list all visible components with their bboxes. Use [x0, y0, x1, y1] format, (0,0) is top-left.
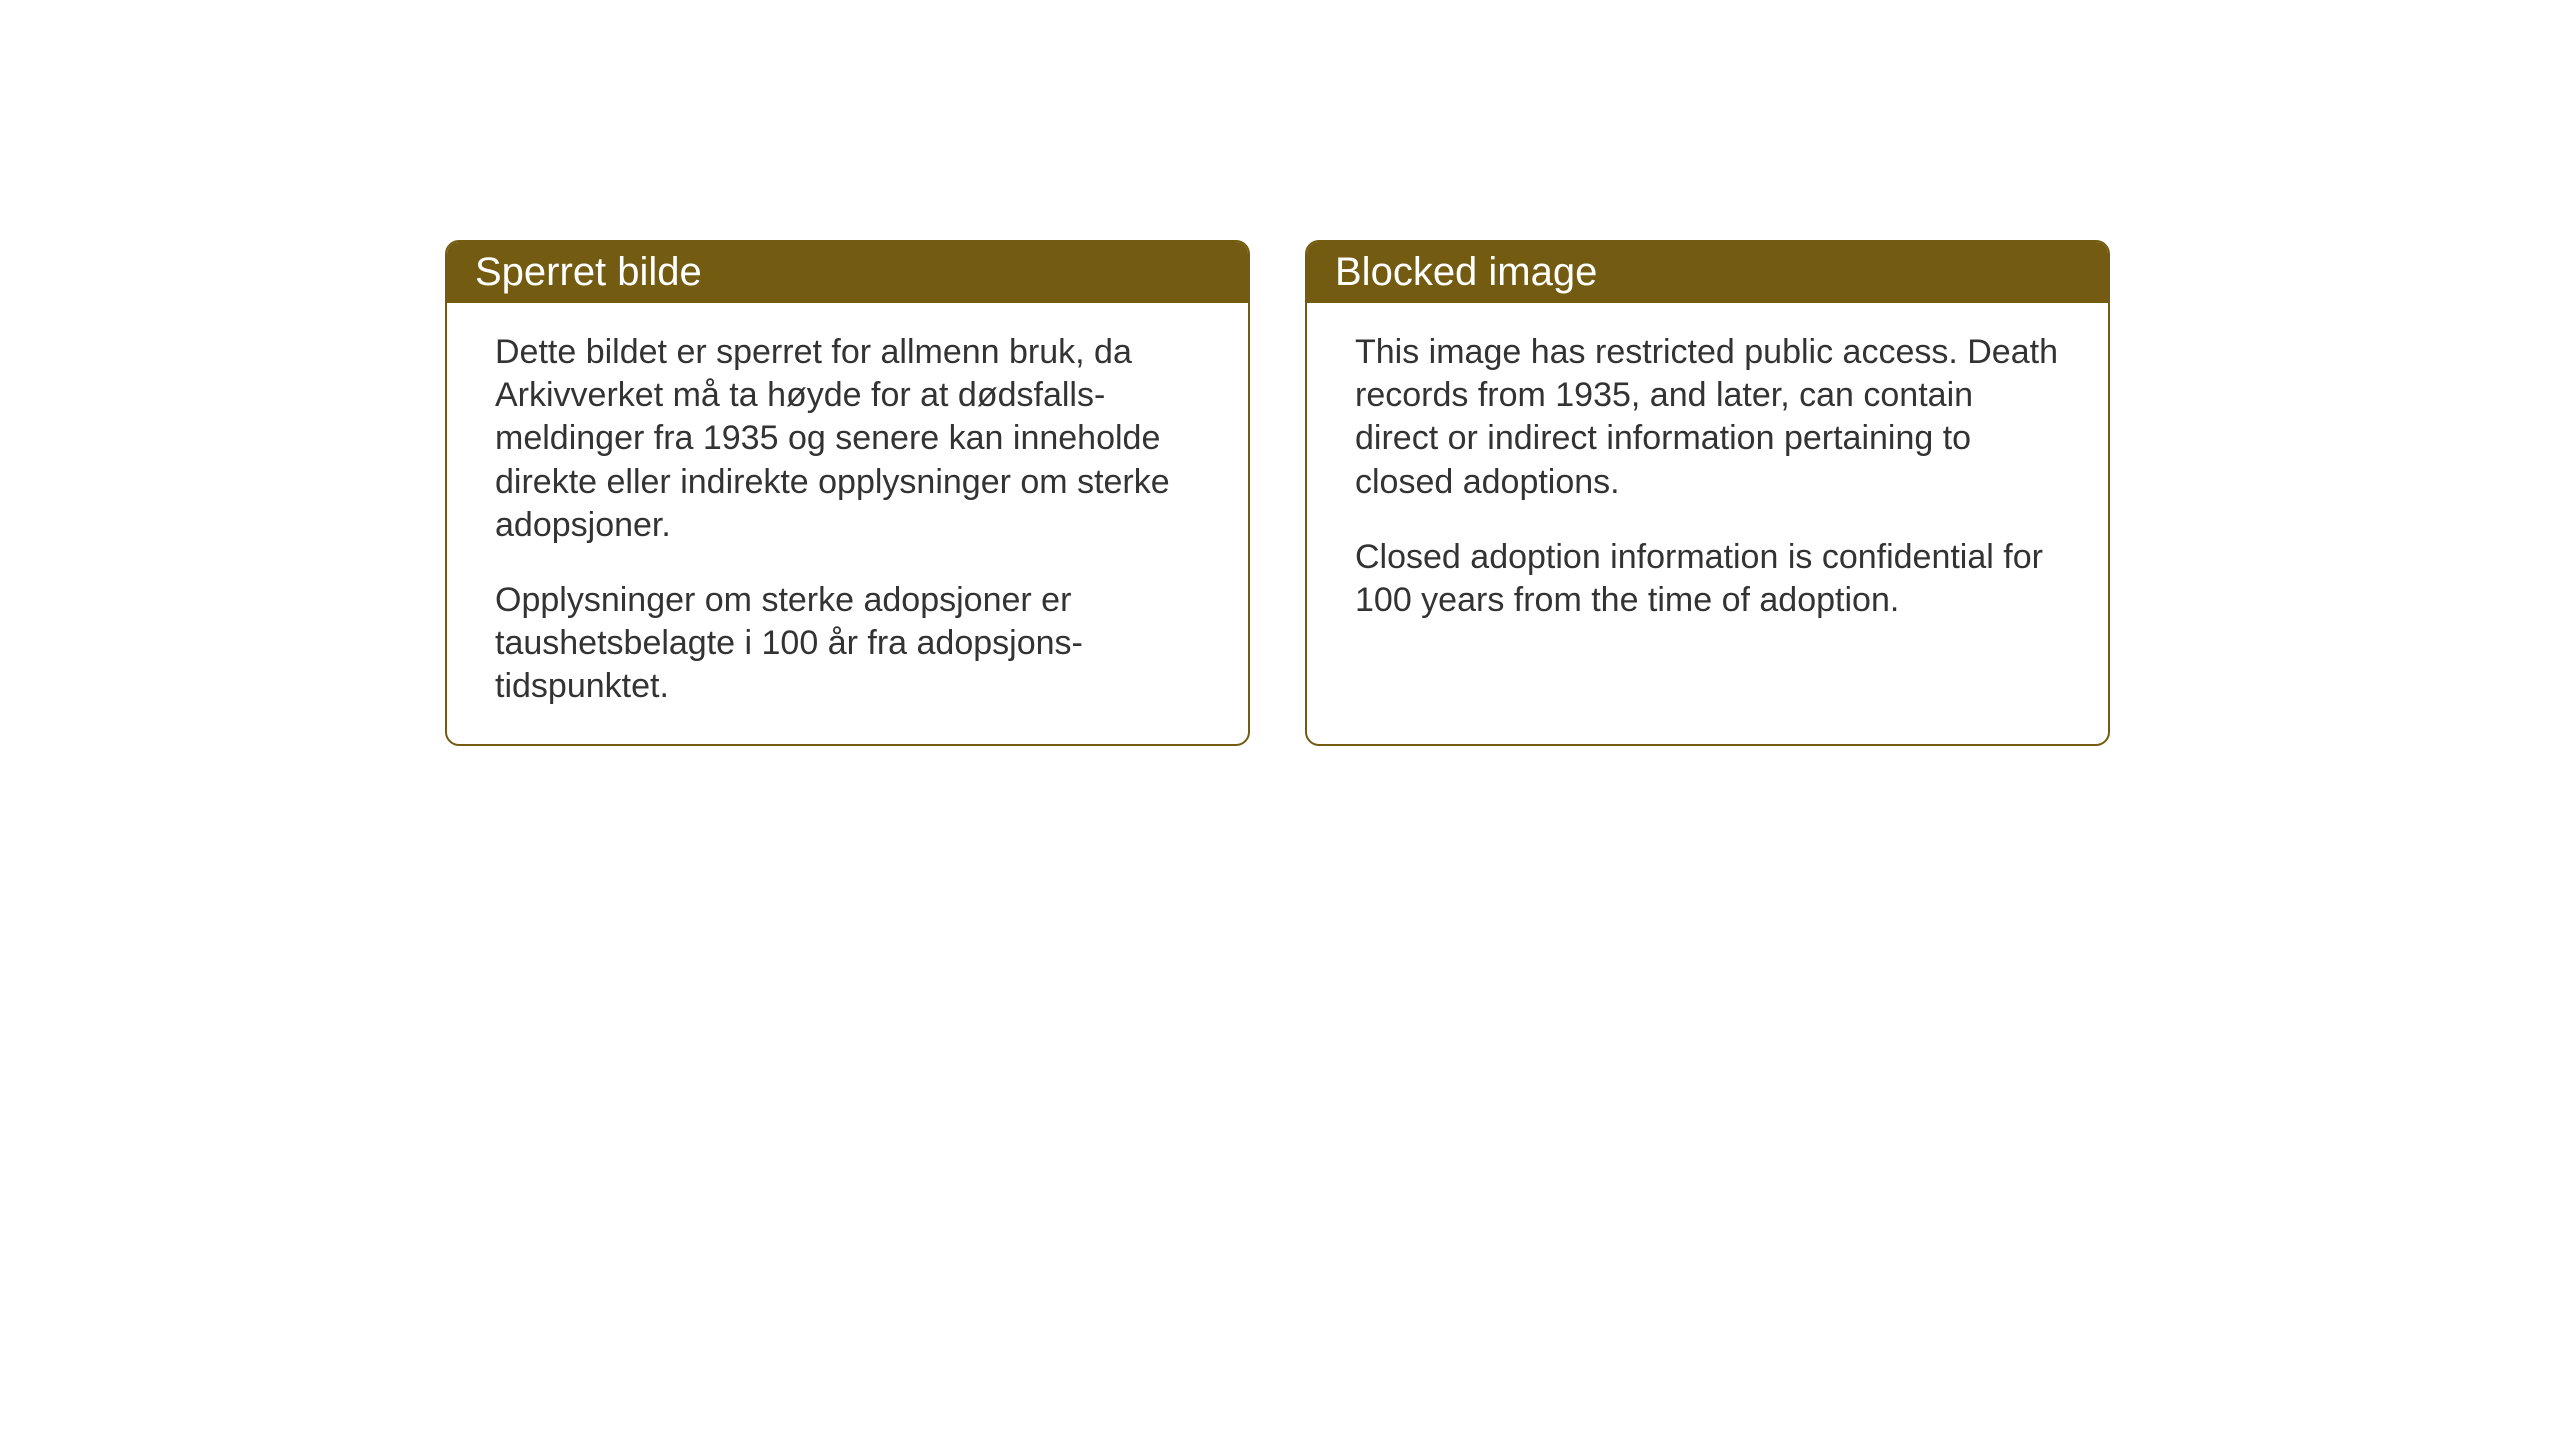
- notice-paragraph: Opplysninger om sterke adopsjoner er tau…: [495, 579, 1200, 709]
- notice-body-norwegian: Dette bildet er sperret for allmenn bruk…: [447, 303, 1248, 744]
- notice-header-english: Blocked image: [1307, 242, 2108, 303]
- notice-card-english: Blocked image This image has restricted …: [1305, 240, 2110, 746]
- notice-card-norwegian: Sperret bilde Dette bildet er sperret fo…: [445, 240, 1250, 746]
- notice-paragraph: Closed adoption information is confident…: [1355, 536, 2060, 622]
- notice-body-english: This image has restricted public access.…: [1307, 303, 2108, 658]
- notice-paragraph: This image has restricted public access.…: [1355, 331, 2060, 504]
- notice-paragraph: Dette bildet er sperret for allmenn bruk…: [495, 331, 1200, 547]
- notice-header-norwegian: Sperret bilde: [447, 242, 1248, 303]
- notice-container: Sperret bilde Dette bildet er sperret fo…: [445, 240, 2110, 746]
